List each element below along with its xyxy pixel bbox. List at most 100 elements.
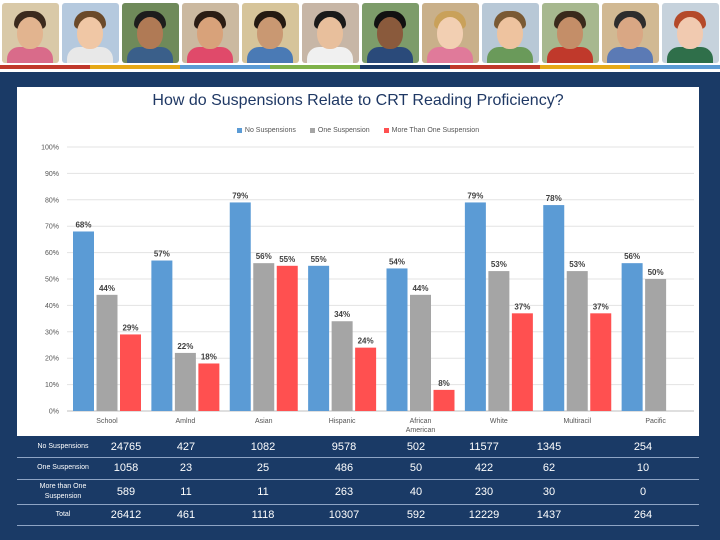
- bar: [488, 271, 510, 411]
- table-row: Total 26412 461 1118 10307 592 12229 1437 264: [17, 504, 699, 526]
- x-tick-label-line: Asian: [255, 418, 273, 425]
- table-cell: 0: [639, 485, 647, 498]
- y-tick-label: 0%: [49, 409, 59, 416]
- x-tick-label: Amlnd: [175, 418, 195, 425]
- table-cell: 11: [257, 485, 269, 498]
- table-cell: 427: [176, 440, 196, 453]
- table-cell: 1082: [250, 440, 276, 453]
- legend-item: More Than One Suspension: [383, 127, 480, 134]
- table-cell: 26412: [110, 508, 142, 521]
- table-cell: 254: [633, 440, 653, 453]
- banner-stripe: [0, 65, 720, 69]
- data-label: 55%: [311, 255, 327, 264]
- y-tick-label: 50%: [45, 277, 59, 284]
- data-label: 53%: [569, 260, 585, 269]
- x-tick-label: Asian: [255, 418, 273, 425]
- table-cell: 11577: [469, 440, 499, 453]
- table-cell: 1058: [113, 462, 139, 474]
- data-label: 34%: [334, 310, 350, 319]
- table-cell: 30: [542, 485, 556, 498]
- bar: [198, 363, 220, 411]
- table-cell: 25: [256, 462, 270, 474]
- table-row: No Suspensions 24765 427 1082 9578 502 11577 13…: [17, 436, 699, 458]
- data-label: 54%: [389, 257, 405, 266]
- bar: [151, 260, 173, 411]
- table-cell: 9578: [331, 440, 357, 453]
- bar: [120, 334, 141, 411]
- data-label: 18%: [201, 352, 217, 361]
- table-cell: 230: [474, 485, 494, 498]
- student-photo: [421, 3, 479, 63]
- student-photo: [601, 3, 659, 63]
- data-label: 79%: [232, 191, 248, 200]
- data-label: 44%: [99, 284, 115, 293]
- bar: [174, 352, 196, 411]
- x-tick-label-line: Pacific: [645, 418, 666, 425]
- table-cell: 50: [409, 462, 423, 474]
- data-label: 56%: [624, 252, 640, 261]
- bar: [410, 294, 431, 411]
- data-label: 8%: [438, 379, 450, 388]
- data-label: 55%: [279, 255, 295, 264]
- y-tick-label: 30%: [45, 329, 59, 336]
- bar: [566, 271, 588, 411]
- bar: [308, 265, 330, 411]
- bar: [590, 313, 612, 411]
- table-cell: 422: [474, 462, 494, 474]
- x-tick-label: School: [96, 418, 118, 425]
- table-cell: 264: [633, 508, 653, 521]
- legend-label: No Suspensions: [244, 127, 296, 134]
- data-label: 56%: [256, 252, 272, 261]
- x-tick-label: White: [490, 418, 508, 425]
- table-cell: 11: [180, 485, 192, 498]
- bar: [331, 321, 353, 411]
- table-cell: 486: [334, 462, 354, 474]
- table-cell: 10: [636, 462, 650, 474]
- table-cell: 24765: [110, 440, 142, 453]
- legend-label: More Than One Suspension: [391, 127, 480, 134]
- table-row: More than One Suspension 589 11 11 263 40 230 3…: [17, 479, 699, 505]
- student-photo: [121, 3, 179, 63]
- legend-item: One Suspension: [309, 127, 370, 134]
- y-tick-label: 70%: [45, 224, 59, 231]
- data-label: 22%: [177, 342, 193, 351]
- student-photo: [301, 3, 359, 63]
- legend-swatch: [236, 128, 242, 133]
- x-tick-label-line: Amlnd: [175, 418, 195, 425]
- table-cell: 12229: [468, 508, 500, 521]
- y-tick-label: 60%: [45, 250, 59, 257]
- photo-banner: [0, 0, 720, 72]
- x-tick-label-line: Multiracil: [563, 418, 591, 425]
- y-tick-label: 20%: [45, 356, 59, 363]
- legend-item: No Suspensions: [236, 127, 296, 134]
- bar-chart: 0% 10% 20% 30% 40% 50% 60% 70% 80% 90% 100% 68% 44% 2…: [41, 145, 694, 434]
- table-cell: 461: [176, 508, 196, 521]
- counts-table: No Suspensions 24765 427 1082 9578 502 11577 13…: [17, 436, 699, 526]
- chart-legend: No Suspensions One Suspension More Than On…: [17, 127, 699, 134]
- x-tick-label-line: School: [96, 418, 118, 425]
- data-label: 78%: [546, 194, 562, 203]
- x-tick-label-line: American: [406, 427, 436, 434]
- bar: [464, 202, 486, 411]
- data-label: 29%: [122, 323, 138, 332]
- bar: [543, 205, 565, 411]
- x-tick-label: African American: [406, 418, 436, 434]
- student-photo: [181, 3, 239, 63]
- x-tick-label-line: Hispanic: [329, 418, 356, 425]
- bar: [96, 294, 118, 411]
- table-cell: 62: [542, 462, 556, 474]
- student-photo: [481, 3, 539, 63]
- chart-title: How do Suspensions Relate to CRT Reading…: [152, 92, 564, 109]
- y-tick-label: 80%: [45, 197, 59, 204]
- bar: [229, 202, 251, 411]
- table-cell: 1118: [251, 508, 275, 521]
- bar: [253, 263, 275, 411]
- y-tick-label: 90%: [45, 171, 59, 178]
- data-label: 50%: [648, 268, 664, 277]
- x-tick-label-line: White: [490, 418, 508, 425]
- table-cell: 10307: [328, 508, 360, 521]
- x-tick-label: Multiracil: [563, 418, 591, 425]
- bar: [386, 268, 408, 411]
- bar: [511, 313, 533, 411]
- student-photo: [361, 3, 419, 63]
